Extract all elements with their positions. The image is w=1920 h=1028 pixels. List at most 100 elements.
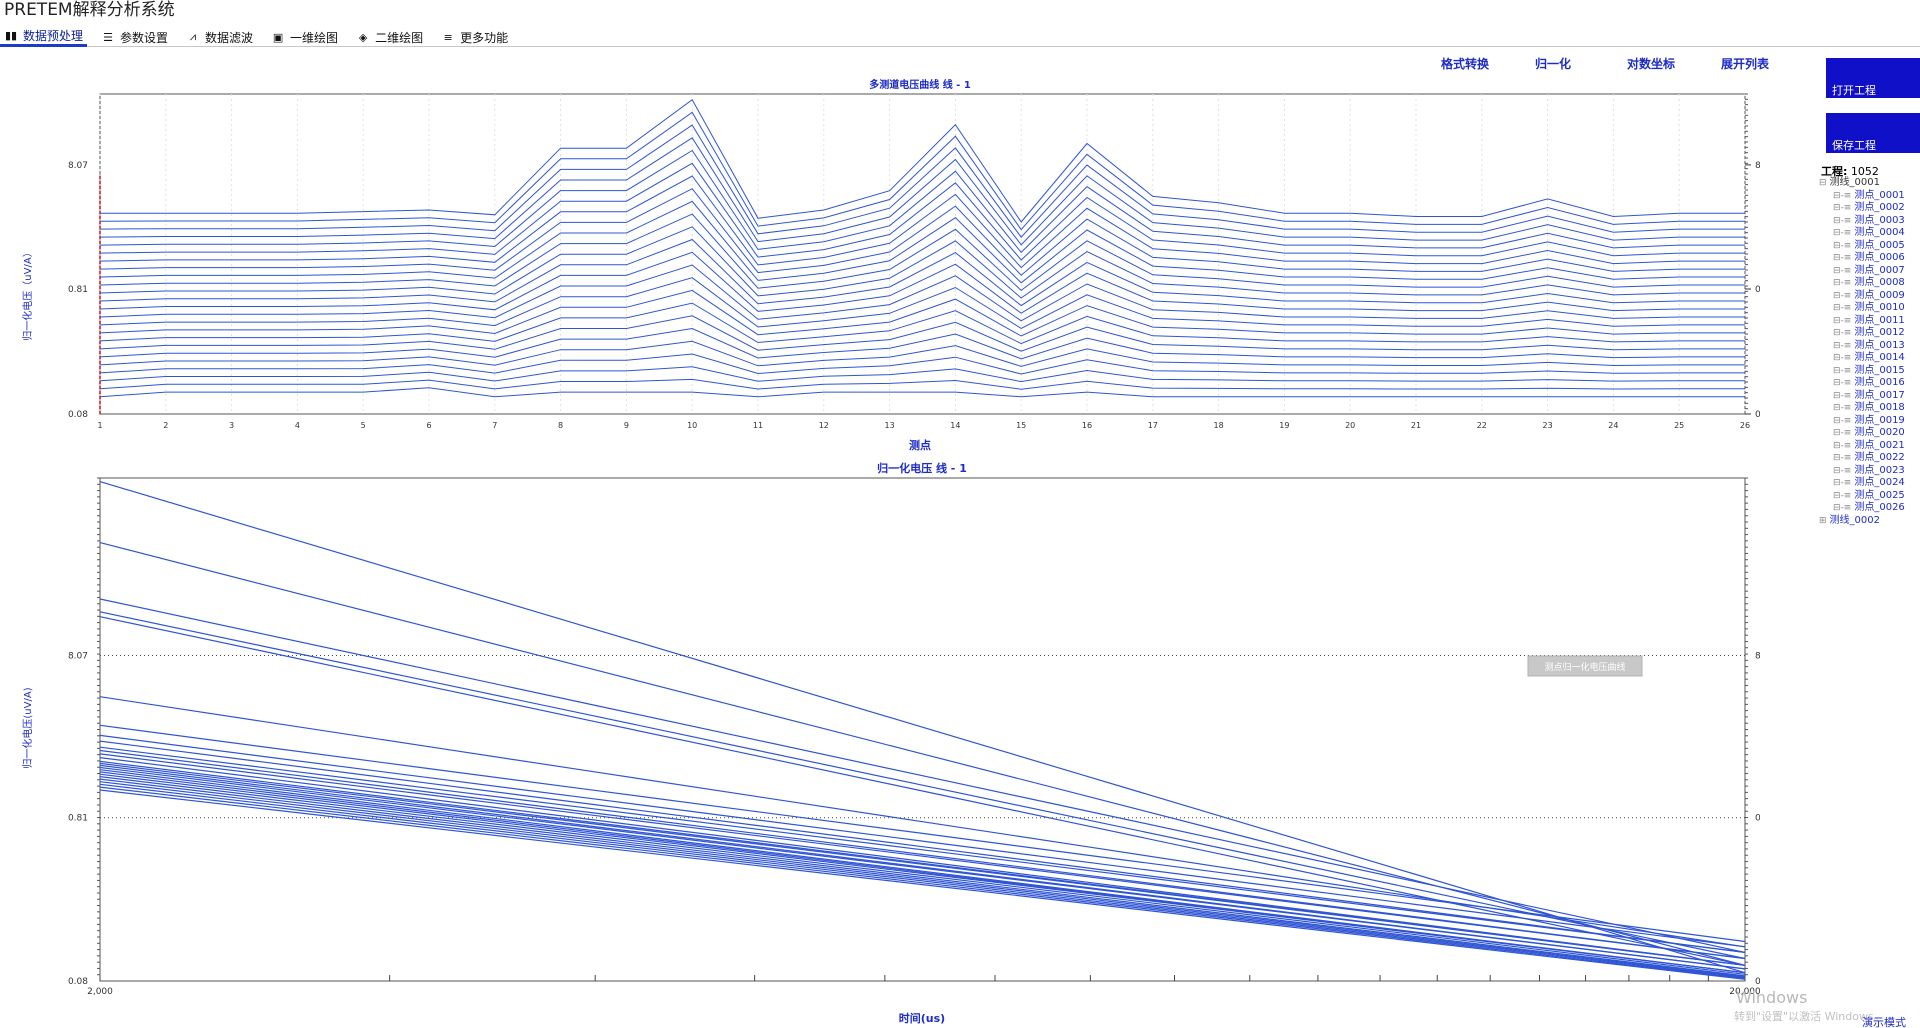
tree-node-icon: ⊟-≡ <box>1833 278 1852 288</box>
tree-node-icon: ⊟-≡ <box>1833 253 1852 263</box>
tree-node-icon: ⊟-≡ <box>1833 190 1852 201</box>
chart1-x-tick: 8 <box>558 421 563 430</box>
tree-node-icon: ⊟-≡ <box>1833 328 1852 338</box>
chart1-x-tick: 2 <box>163 421 168 430</box>
tree-point-item[interactable]: ⊟-≡ 测点_0010 <box>1833 302 1905 313</box>
chart2-series-line <box>99 746 1746 953</box>
chart1-series-line <box>99 289 1745 337</box>
chart2-series-line <box>99 778 1746 977</box>
tree-point-item[interactable]: ⊟-≡ 测点_0019 <box>1833 414 1905 426</box>
chart1-x-tick: 13 <box>885 421 895 430</box>
tab-label: 一维绘图 <box>290 30 339 45</box>
tree-point-item[interactable]: ⊟-≡ 测点_0011 <box>1833 314 1905 326</box>
tree-point-item[interactable]: ⊟-≡ 测点_0020 <box>1833 427 1905 438</box>
project-label: 工程: <box>1821 165 1848 178</box>
tree-point-item[interactable]: ⊟-≡ 测点_0002 <box>1833 202 1905 213</box>
chart1-x-tick: 6 <box>426 421 431 430</box>
chart1-series-line <box>99 111 1745 231</box>
chart2-series-line <box>99 481 1746 974</box>
chart2-series-line <box>99 789 1746 980</box>
chart1-series-line <box>99 378 1745 390</box>
chart1-series-line <box>99 200 1745 284</box>
chart1-series-line <box>99 226 1745 299</box>
chart2-series-line <box>99 598 1746 953</box>
tree-node-icon: ⊟-≡ <box>1833 465 1852 476</box>
chart1-series-line <box>99 124 1745 238</box>
chart2-x-tick: 2,000 <box>87 987 113 997</box>
chart-multichannel-voltage: 多测道电压曲线 线 - 1 归一化电压（uV/A） 测点 1 2 3 4 5 6 7 8 9 10… <box>0 74 1775 454</box>
chart1-x-tick: 12 <box>819 421 829 430</box>
chart1-plot-area: 1 2 3 4 5 6 7 8 9 10 11 12 13 14 15 16 17 18 19 20 21 22 23 24 2… <box>68 93 1775 430</box>
project-name: 1052 <box>1850 165 1879 178</box>
format-convert-button[interactable]: 格式转换 <box>1441 57 1490 71</box>
chart1-x-tick: 7 <box>492 421 497 430</box>
tree-point-item[interactable]: ⊟-≡ 测点_0005 <box>1833 239 1905 251</box>
tree-node-icon: ⊟-≡ <box>1833 378 1852 388</box>
chart1-ylabel: 归一化电压（uV/A） <box>21 247 34 340</box>
line-chart-icon: ⩘ <box>189 30 197 43</box>
chart1-y-tick: 0.81 <box>68 285 88 295</box>
chart1-series-line <box>99 353 1745 375</box>
tree-point-item[interactable]: ⊟-≡ 测点_0021 <box>1833 439 1905 451</box>
point-curve-button[interactable]: 测点归一化电压曲线 <box>1527 655 1643 677</box>
save-project-button[interactable]: 保存工程 <box>1826 113 1920 153</box>
tab-label: 数据预处理 <box>23 29 84 43</box>
tree-point-item[interactable]: ⊟-≡ 测点_0014 <box>1833 352 1905 363</box>
tree-point-item[interactable]: ⊟-≡ 测点_0008 <box>1833 277 1905 288</box>
tree-point-item[interactable]: ⊟-≡ 测点_0009 <box>1833 289 1905 301</box>
tree-point-item[interactable]: ⊟-≡ 测点_0004 <box>1833 227 1905 238</box>
chart2-x-tick: 20,000 <box>1729 987 1760 997</box>
chart1-series-line <box>99 366 1745 383</box>
chart1-frame <box>99 93 1746 415</box>
tab-1d-plot[interactable]: ▣ 一维绘图 <box>267 27 342 47</box>
image-icon: ▣ <box>272 30 284 44</box>
chart1-x-tick: 22 <box>1477 421 1487 430</box>
tab-2d-plot[interactable]: ◈ 二维绘图 <box>352 27 427 47</box>
chart1-svg: 多测道电压曲线 线 - 1 归一化电压（uV/A） 测点 1 2 3 4 5 6 7 8 9 10… <box>21 78 1775 452</box>
chart1-y-tick-right: 0.81 <box>1755 285 1760 295</box>
tree-node-icon: ⊟-≡ <box>1833 228 1852 238</box>
open-project-button[interactable]: 打开工程 <box>1826 58 1920 98</box>
tab-data-filter[interactable]: ⩘ 数据滤波 <box>182 27 257 47</box>
log-axis-button[interactable]: 对数坐标 <box>1627 57 1676 71</box>
chart2-y-tick: 8.07 <box>68 652 88 662</box>
tree-line-1[interactable]: ⊟ 测线_0001 <box>1819 177 1880 188</box>
tree-node-icon: ⊟-≡ <box>1833 340 1852 351</box>
tree-point-item[interactable]: ⊟-≡ 测点_0018 <box>1833 402 1905 413</box>
chart1-x-tick: 5 <box>361 421 366 430</box>
tree-point-item[interactable]: ⊟-≡ 测点_0006 <box>1833 252 1905 263</box>
tree-point-item[interactable]: ⊟-≡ 测点_0003 <box>1833 214 1905 226</box>
tree-point-item[interactable]: ⊟-≡ 测点_0012 <box>1833 327 1905 338</box>
chart1-series-line <box>99 340 1745 367</box>
tree-point-item[interactable]: ⊟-≡ 测点_0023 <box>1833 464 1905 476</box>
tree-point-item[interactable]: ⊟-≡ 测点_0016 <box>1833 377 1905 388</box>
chart1-x-tick: 26 <box>1740 421 1750 430</box>
chart1-x-tick: 15 <box>1016 421 1026 430</box>
chart2-y-tick: 0.08 <box>68 977 88 987</box>
chart2-y-tick-right: 0.08 <box>1755 977 1760 987</box>
tree-point-item[interactable]: ⊟-≡ 测点_0007 <box>1833 264 1905 276</box>
tab-more[interactable]: ≡ 更多功能 <box>437 27 512 47</box>
project-tree: ⊟ 测线_0001 ⊟-≡ 测点_0001 ⊟-≡ 测点_0002 ⊟-≡ 测点_0003 ⊟… <box>1819 177 1920 527</box>
chart1-x-tick: 20 <box>1345 421 1355 430</box>
expand-list-button[interactable]: 展开列表 <box>1721 57 1770 71</box>
tree-line-2[interactable]: ⊞ 测线_0002 <box>1819 514 1880 526</box>
tree-point-item[interactable]: ⊟-≡ 测点_0015 <box>1833 364 1905 376</box>
tab-data-preprocess[interactable]: ▮▮ 数据预处理 <box>0 27 88 47</box>
tree-point-item[interactable]: ⊟-≡ 测点_0026 <box>1833 502 1905 513</box>
chart1-x-tick: 24 <box>1608 421 1618 430</box>
chart1-x-tick: 21 <box>1411 421 1421 430</box>
tree-point-item[interactable]: ⊟-≡ 测点_0001 <box>1833 189 1905 201</box>
tree-node-icon: ⊟-≡ <box>1833 440 1852 451</box>
tree-point-item[interactable]: ⊟-≡ 测点_0025 <box>1833 489 1905 501</box>
chart2-title: 归一化电压 线 - 1 <box>877 461 967 475</box>
project-info: 工程: 1052 <box>1821 163 1879 179</box>
tree-point-item[interactable]: ⊟-≡ 测点_0013 <box>1833 339 1905 351</box>
tree-point-item[interactable]: ⊟-≡ 测点_0017 <box>1833 389 1905 401</box>
tree-point-item[interactable]: ⊟-≡ 测点_0024 <box>1833 477 1905 488</box>
chart1-y-tick-right: 0.08 <box>1755 410 1760 420</box>
tab-param-settings[interactable]: ☰ 参数设置 <box>97 27 172 47</box>
normalize-button[interactable]: 归一化 <box>1535 57 1572 71</box>
tree-point-item[interactable]: ⊟-≡ 测点_0022 <box>1833 452 1905 463</box>
